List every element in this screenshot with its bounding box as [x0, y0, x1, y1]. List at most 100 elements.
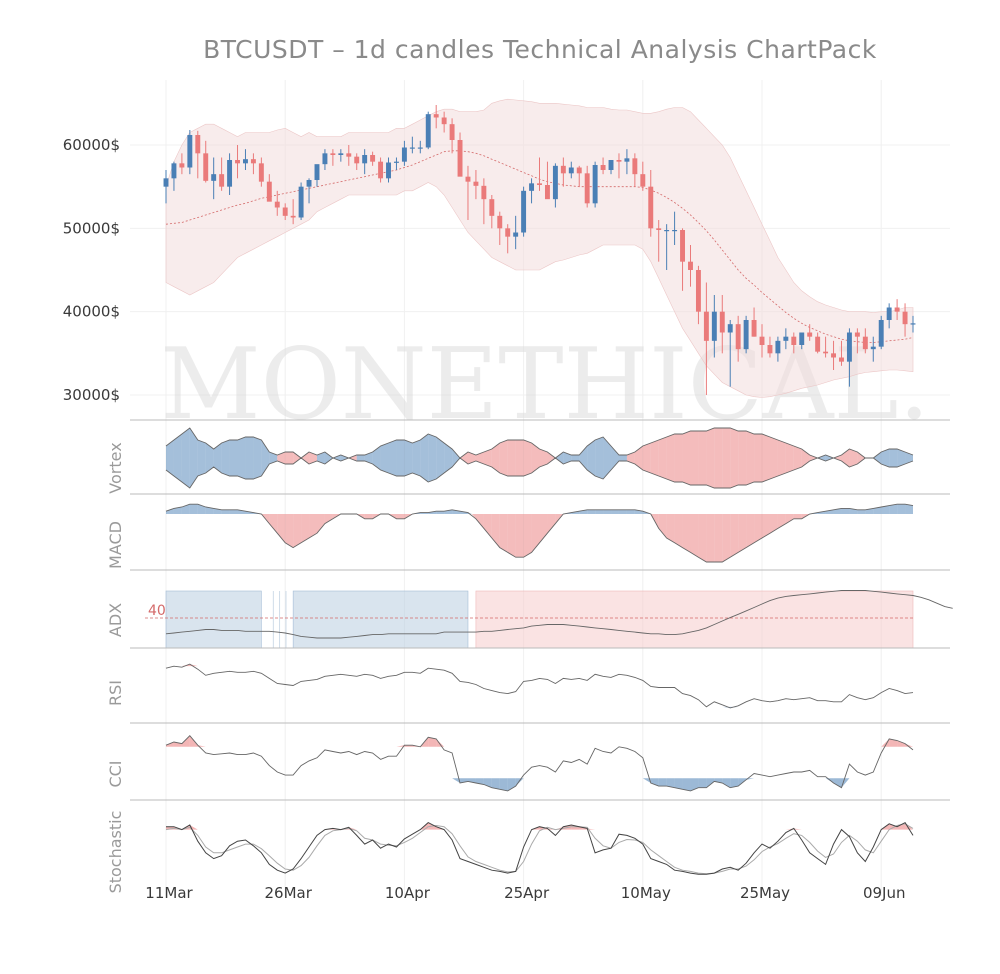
cci-oversold-fill — [491, 778, 500, 790]
candle — [489, 199, 495, 216]
cci-line — [165, 735, 914, 792]
macd-negative-fill — [746, 514, 755, 548]
cci-oversold-fill — [722, 778, 731, 788]
vortex-fill — [897, 449, 906, 467]
vortex-fill — [905, 452, 913, 464]
macd-positive-fill — [618, 509, 627, 514]
candle — [854, 332, 860, 337]
candle — [537, 183, 542, 185]
candle — [839, 357, 844, 362]
bollinger-band — [165, 98, 914, 398]
panel-label: CCI — [106, 760, 125, 787]
candle — [179, 163, 185, 168]
candle — [680, 230, 686, 262]
macd-positive-fill — [626, 509, 635, 514]
vortex-fill — [714, 428, 723, 488]
y-tick-label: 30000$ — [63, 386, 120, 404]
cci-oversold-fill — [483, 778, 492, 788]
macd-negative-fill — [515, 514, 524, 558]
candle — [870, 346, 876, 350]
macd-negative-fill — [738, 514, 747, 553]
candle — [767, 345, 773, 354]
x-tick-label: 10Apr — [385, 884, 431, 902]
macd-negative-fill — [658, 514, 667, 538]
candle — [831, 353, 836, 358]
candle — [274, 201, 280, 208]
vortex-fill — [539, 449, 548, 467]
cci-overbought-fill — [396, 745, 405, 747]
candle — [632, 158, 638, 175]
vortex-fill — [452, 449, 461, 467]
vortex-minus-line — [165, 457, 914, 489]
candle — [878, 320, 884, 347]
candle — [711, 311, 717, 341]
vortex-fill — [746, 431, 755, 485]
vortex-fill — [467, 452, 476, 464]
vortex-fill — [348, 455, 357, 461]
candle — [362, 155, 368, 164]
cci-oversold-fill — [642, 778, 651, 783]
macd-negative-fill — [507, 514, 516, 558]
x-tick-label: 11Mar — [145, 884, 193, 902]
candle — [195, 135, 201, 154]
vortex-fill — [809, 455, 818, 461]
vortex-fill — [189, 428, 198, 488]
candle — [163, 178, 169, 187]
vortex-fill — [666, 434, 675, 482]
vortex-fill — [356, 455, 365, 461]
macd-negative-fill — [674, 514, 683, 548]
panel-label: MACD — [106, 521, 125, 569]
vortex-fill — [849, 449, 858, 467]
candle — [441, 117, 447, 125]
candle — [211, 174, 217, 181]
vortex-fill — [436, 437, 445, 479]
vortex-fill — [722, 428, 731, 488]
candle — [807, 332, 813, 337]
candle — [560, 165, 566, 174]
vortex-fill — [483, 449, 492, 467]
candle — [266, 181, 272, 202]
candle — [322, 153, 328, 165]
macd-positive-fill — [873, 507, 882, 514]
cci-oversold-fill — [833, 778, 842, 788]
cci-overbought-fill — [197, 745, 206, 747]
candle — [235, 160, 240, 164]
vortex-fill — [221, 440, 230, 476]
macd-negative-fill — [730, 514, 739, 558]
vortex-fill — [587, 440, 596, 476]
vortex-fill — [626, 452, 635, 464]
vortex-fill — [785, 443, 794, 473]
vortex-fill — [507, 440, 516, 476]
vortex-fill — [205, 443, 214, 473]
vortex-fill — [531, 443, 540, 473]
vortex-fill — [690, 431, 699, 485]
vortex-fill — [332, 455, 341, 461]
candle — [616, 160, 622, 162]
macd-positive-fill — [897, 504, 906, 514]
vortex-fill — [404, 440, 413, 476]
macd-negative-fill — [793, 514, 802, 519]
vortex-fill — [428, 434, 437, 482]
vortex-fill — [213, 443, 222, 473]
macd-positive-fill — [905, 504, 913, 514]
macd-negative-fill — [531, 514, 540, 553]
macd-line — [165, 503, 914, 563]
candle — [171, 163, 177, 179]
candle — [187, 135, 193, 168]
cci-oversold-fill — [690, 778, 699, 791]
vortex-fill — [841, 449, 850, 467]
cci-oversold-fill — [682, 778, 691, 791]
macd-negative-fill — [324, 514, 333, 524]
candle — [330, 153, 336, 155]
macd-negative-fill — [769, 514, 778, 534]
macd-positive-fill — [881, 505, 890, 514]
candle — [505, 228, 511, 237]
candle — [862, 336, 868, 350]
candle — [409, 147, 415, 149]
macd-positive-fill — [634, 509, 643, 514]
vortex-fill — [762, 434, 770, 482]
candle — [791, 336, 797, 345]
candle — [735, 324, 741, 350]
vortex-fill — [642, 443, 651, 473]
candle — [298, 186, 304, 218]
